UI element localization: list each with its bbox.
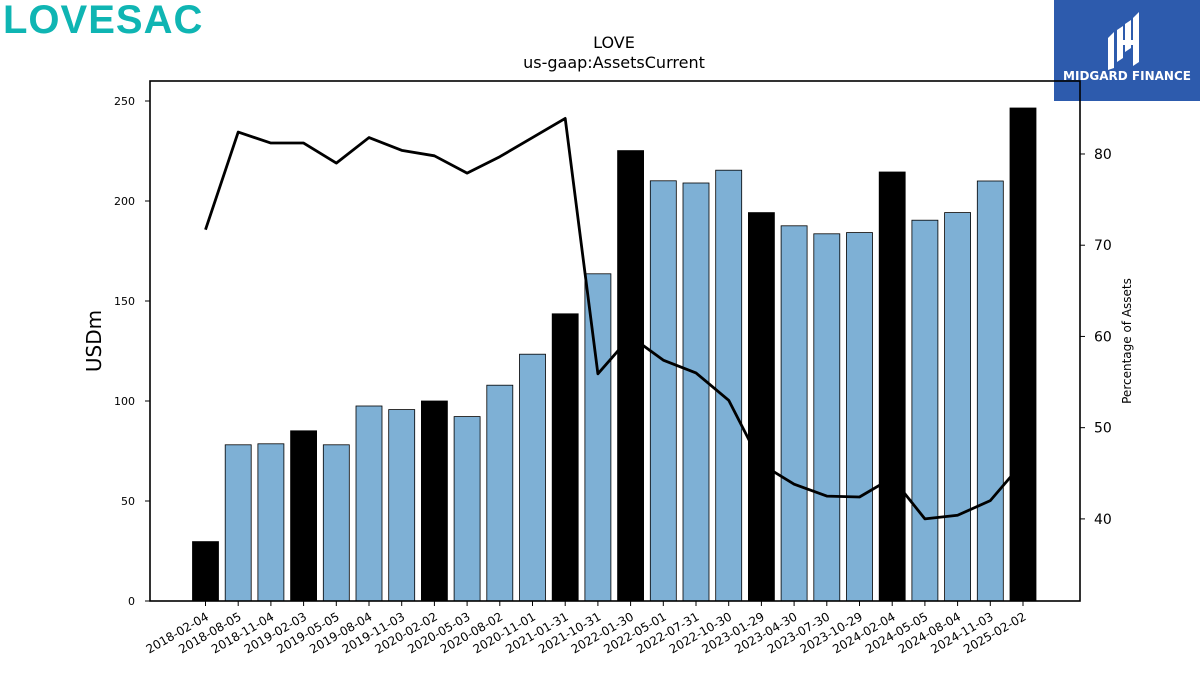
bar-series (192, 107, 1037, 602)
bar-2018-11-04 (257, 443, 285, 602)
bar-2024-02-04 (878, 171, 906, 602)
y2-axis-label: Percentage of Assets (1120, 278, 1134, 404)
bar-2023-07-30 (813, 233, 841, 602)
bar-2022-07-31 (682, 182, 710, 602)
bar-2019-11-03 (388, 409, 416, 602)
bar-2025-02-02 (1009, 107, 1037, 602)
bar-2019-02-03 (290, 430, 318, 602)
bar-2022-01-30 (617, 150, 644, 602)
bar-2024-11-03 (976, 180, 1004, 602)
y-tick-label: 150 (114, 295, 135, 308)
percentage-line (204, 117, 1025, 521)
midgard-finance-badge: MIDGARD FINANCE (1054, 0, 1200, 101)
bar-2018-02-04 (192, 541, 219, 602)
bar-2023-04-30 (780, 225, 808, 602)
x-axis: 2018-02-042018-08-052018-11-042019-02-03… (144, 601, 1029, 656)
left-axis: 0 50 100 150 200 250 (114, 95, 150, 608)
brand-logo: LOVESAC (3, 0, 204, 42)
y-axis-label: USDm (82, 310, 106, 372)
bar-2020-02-02 (420, 400, 448, 602)
y2-tick-label: 50 (1094, 421, 1112, 437)
bar-2020-08-02 (486, 384, 514, 602)
y2-tick-label: 40 (1094, 512, 1112, 528)
bar-2023-10-29 (846, 232, 873, 602)
bar-2022-10-30 (715, 169, 743, 602)
bar-2022-05-01 (649, 180, 677, 602)
y-tick-label: 100 (114, 395, 135, 408)
bar-2019-08-04 (355, 405, 383, 602)
bar-2020-11-01 (519, 353, 546, 602)
y-tick-label: 50 (121, 495, 135, 508)
bar-2019-05-05 (322, 444, 350, 602)
bar-2023-01-29 (748, 212, 775, 602)
y2-tick-label: 70 (1094, 238, 1112, 254)
plot-frame (149, 80, 1081, 602)
right-axis: 40 50 60 70 80 (1080, 147, 1112, 528)
y-tick-label: 200 (114, 195, 135, 208)
badge-label: MIDGARD FINANCE (1063, 69, 1191, 83)
bar-2021-10-31 (584, 273, 612, 602)
bar-2021-01-31 (551, 313, 579, 602)
y2-tick-label: 80 (1094, 147, 1112, 163)
bar-2024-08-04 (944, 212, 971, 602)
bar-2024-05-05 (911, 219, 939, 602)
midgard-logo-icon (1054, 0, 1200, 101)
bar-2018-08-05 (224, 444, 252, 602)
chart-title: LOVE (593, 33, 635, 52)
line-series (204, 117, 1025, 521)
bar-2020-05-03 (453, 416, 481, 602)
chart-subtitle: us-gaap:AssetsCurrent (523, 53, 705, 72)
y-tick-label: 0 (128, 595, 135, 608)
y2-tick-label: 60 (1094, 329, 1112, 345)
y-tick-label: 250 (114, 95, 135, 108)
